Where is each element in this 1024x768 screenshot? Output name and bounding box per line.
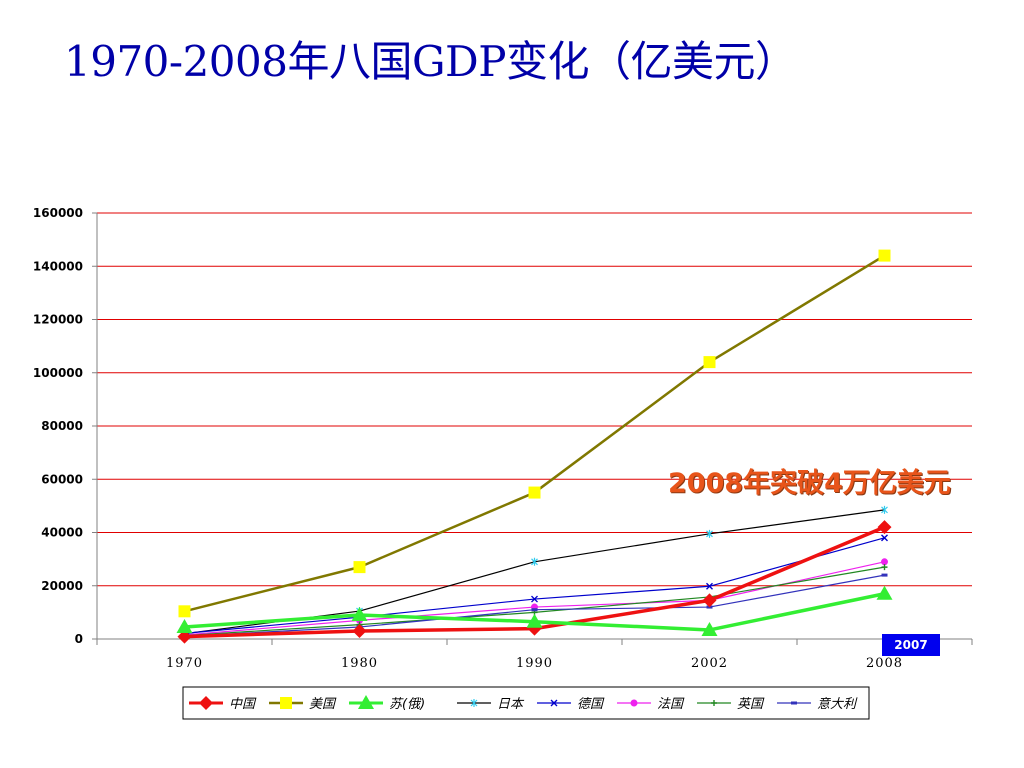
- data-point: [881, 534, 888, 542]
- legend-marker: [199, 696, 213, 710]
- data-point: [531, 608, 538, 612]
- y-tick-label: 20000: [41, 579, 83, 593]
- legend-marker: [470, 699, 478, 707]
- legend-label: 苏(俄): [389, 697, 425, 712]
- data-point: [876, 585, 893, 600]
- data-point: [878, 249, 891, 262]
- data-point: [881, 573, 888, 577]
- data-point: [351, 607, 368, 622]
- data-point: [176, 619, 193, 634]
- data-point: [353, 561, 366, 574]
- legend-label: 意大利: [817, 696, 858, 712]
- data-point: [703, 356, 716, 369]
- data-point: [531, 557, 538, 566]
- legend-label: 日本: [497, 697, 525, 712]
- y-tick-label: 100000: [33, 366, 83, 380]
- data-point: [706, 582, 713, 590]
- y-tick-label: 60000: [41, 472, 83, 486]
- y-tick-label: 140000: [33, 259, 83, 273]
- x-tick-label: 2008: [866, 656, 903, 671]
- y-tick-label: 160000: [33, 206, 83, 220]
- legend-label: 英国: [737, 697, 765, 712]
- y-tick-label: 80000: [41, 419, 83, 433]
- legend-marker: [630, 699, 638, 707]
- y-tick-label: 120000: [33, 313, 83, 327]
- data-point: [877, 520, 892, 535]
- x-tick-label: 2002: [691, 656, 728, 671]
- data-point: [352, 624, 367, 639]
- data-point: [881, 558, 888, 566]
- data-point: [701, 621, 718, 636]
- legend-marker: [791, 701, 797, 705]
- legend-marker: [711, 700, 717, 706]
- legend-label: 美国: [309, 697, 337, 712]
- data-point: [531, 595, 538, 603]
- data-point: [178, 605, 191, 618]
- x-tick-label: 1970: [166, 656, 203, 671]
- legend-marker: [358, 695, 374, 709]
- data-point: [706, 529, 713, 538]
- x-tick-label: 1980: [341, 656, 378, 671]
- y-tick-label: 0: [75, 632, 83, 646]
- legend-label: 法国: [657, 697, 685, 712]
- data-point: [526, 613, 543, 628]
- data-point: [702, 593, 717, 608]
- data-point: [881, 564, 888, 571]
- slide-title: 1970-2008年八国GDP变化（亿美元）: [64, 37, 797, 86]
- legend-marker: [550, 699, 558, 707]
- legend-marker: [280, 697, 292, 709]
- data-point: [881, 505, 888, 514]
- legend-label: 德国: [577, 697, 605, 712]
- year-badge: 2007: [882, 634, 940, 656]
- x-tick-label: 1990: [516, 656, 553, 671]
- annotation-2008-milestone: 2008年突破4万亿美元: [668, 468, 951, 499]
- data-point: [528, 486, 541, 499]
- y-tick-label: 40000: [41, 526, 83, 540]
- data-point: [177, 629, 192, 644]
- legend-label: 中国: [229, 697, 257, 712]
